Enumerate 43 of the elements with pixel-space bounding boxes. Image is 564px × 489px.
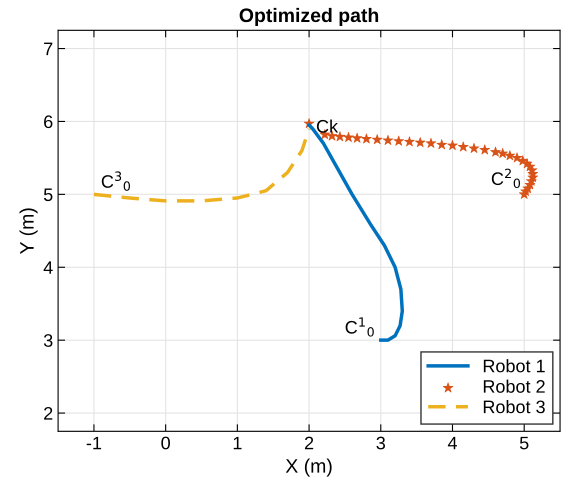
x-tick-label: 1 [234,436,242,450]
x-tick-label: -1 [86,436,102,450]
point [352,132,362,143]
point [404,136,415,146]
legend-label: Robot 2 [484,380,545,393]
point [414,137,426,148]
x-tick-label: 4 [448,436,457,450]
x-tick-label: 2 [304,436,314,450]
y-tick-label: 2 [44,407,52,420]
point [361,133,372,144]
point [382,134,394,145]
chart-title: Optimized path [240,8,378,26]
point [480,144,490,154]
point [447,140,458,150]
x-tick-label: 3 [376,436,386,450]
point [468,142,480,153]
y-tick-label: 7 [44,42,52,56]
annotation: C$^{3}$$_{0}$ [102,171,130,191]
point [343,132,354,142]
point [497,148,508,158]
point [436,139,447,150]
point [512,152,522,162]
point [393,136,404,146]
x-axis-title: X (m) [286,458,332,477]
point [490,146,501,157]
y-tick-label: 5 [44,188,52,202]
point [334,131,346,142]
y-tick-label: 6 [44,115,52,128]
point [458,141,468,152]
annotation: C$^{2}$$_{0}$ [492,168,520,188]
point [372,134,382,144]
legend-label: Robot 3 [484,400,545,414]
y-tick-label: 4 [44,261,53,274]
point [504,150,516,160]
point [518,155,528,166]
y-axis-title: Y (m) [20,208,38,254]
annotation: Ck [316,119,338,133]
x-tick-label: 0 [161,436,170,450]
y-tick-label: 3 [44,334,52,347]
point [426,138,436,148]
annotation: C$^{1}$$_{0}$ [346,317,374,337]
legend-label: Robot 1 [484,359,545,372]
x-tick-label: 5 [520,436,528,450]
